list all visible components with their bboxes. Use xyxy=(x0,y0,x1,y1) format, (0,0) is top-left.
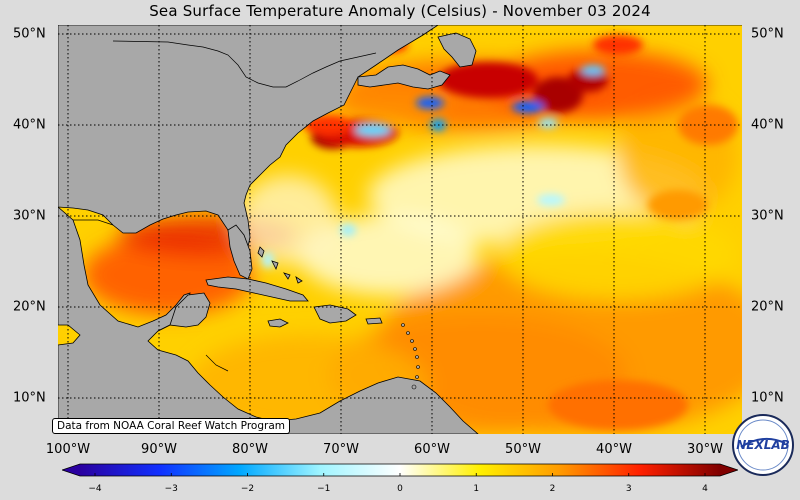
lat-label-20n-right: 20°N xyxy=(751,299,784,315)
graticule xyxy=(58,25,742,434)
colorbar-tick-label: 3 xyxy=(625,484,632,494)
lon-label-80w: 80°W xyxy=(232,442,268,457)
lon-label-100w: 100°W xyxy=(45,442,91,457)
map-title: Sea Surface Temperature Anomaly (Celsius… xyxy=(149,2,651,20)
colorbar-tick-label: −3 xyxy=(164,484,178,494)
lat-label-40n-left: 40°N xyxy=(13,117,46,133)
lon-label-30w: 30°W xyxy=(687,442,723,457)
mexico-central-america-land xyxy=(58,206,479,434)
lat-label-10n-left: 10°N xyxy=(13,390,46,406)
bahamas-land xyxy=(257,246,303,284)
colorbar-tick-label: −4 xyxy=(88,484,102,494)
jamaica-land xyxy=(267,318,289,328)
colorbar-tick-label: 1 xyxy=(473,484,480,494)
puerto-rico-land xyxy=(365,317,383,325)
hispaniola-land xyxy=(313,304,357,324)
lon-label-90w: 90°W xyxy=(141,442,177,457)
lon-label-70w: 70°W xyxy=(323,442,359,457)
map-canvas xyxy=(58,25,742,434)
sst-anomaly-map xyxy=(58,25,742,434)
svg-text:NEXLAB: NEXLAB xyxy=(736,438,790,452)
colorbar-tick-label: 2 xyxy=(549,484,556,494)
maritimes-land xyxy=(357,64,451,90)
nexlab-logo: NEXLAB xyxy=(732,414,794,476)
lat-label-50n-left: 50°N xyxy=(13,26,46,42)
lat-label-10n-right: 10°N xyxy=(751,390,784,406)
lon-label-60w: 60°W xyxy=(414,442,450,457)
cuba-land xyxy=(205,276,309,302)
lon-label-50w: 50°W xyxy=(505,442,541,457)
lon-label-40w: 40°W xyxy=(596,442,632,457)
north-america-land xyxy=(58,25,742,254)
land-masses xyxy=(58,25,742,434)
lat-label-30n-right: 30°N xyxy=(751,208,784,224)
colorbar-tick-label: 0 xyxy=(397,484,403,494)
colorbar-tick-label: −2 xyxy=(240,484,255,494)
yucatan-land xyxy=(169,292,211,328)
colorbar xyxy=(62,463,738,477)
newfoundland-land xyxy=(437,32,477,68)
lesser-antilles xyxy=(401,323,420,390)
lat-label-30n-left: 30°N xyxy=(13,208,46,224)
borders xyxy=(73,40,377,372)
colorbar-tick-label: −1 xyxy=(317,484,331,494)
colorbar-fill xyxy=(62,463,738,477)
lat-label-20n-left: 20°N xyxy=(13,299,46,315)
data-source-note: Data from NOAA Coral Reef Watch Program xyxy=(52,418,290,434)
lat-label-50n-right: 50°N xyxy=(751,26,784,42)
colorbar-tick-label: 4 xyxy=(702,484,708,494)
lat-label-40n-right: 40°N xyxy=(751,117,784,133)
